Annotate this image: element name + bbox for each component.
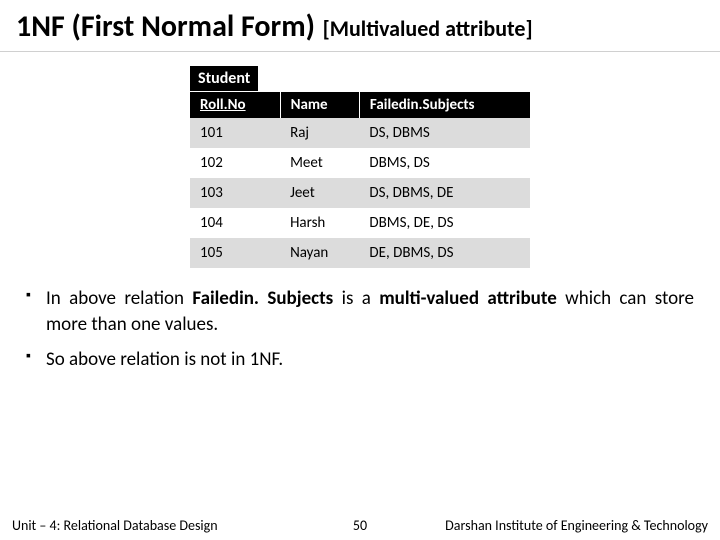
cell: 102 (190, 148, 280, 178)
student-table: Roll.No Name Failedin.Subjects 101 Raj D… (190, 92, 530, 268)
cell: Jeet (280, 178, 359, 208)
footer-page: 50 (353, 517, 367, 534)
bullet-1: In above relation Failedin. Subjects is … (26, 286, 694, 337)
cell: DS, DBMS, DE (359, 178, 530, 208)
text: In above relation (46, 287, 192, 310)
table-row: 105 Nayan DE, DBMS, DS (190, 238, 530, 268)
student-table-wrap: Student Roll.No Name Failedin.Subjects 1… (190, 66, 530, 268)
table-row: 103 Jeet DS, DBMS, DE (190, 178, 530, 208)
footer-unit: Unit – 4: Relational Database Design (12, 517, 218, 534)
table-row: 101 Raj DS, DBMS (190, 118, 530, 148)
table-row: 102 Meet DBMS, DS (190, 148, 530, 178)
cell: 103 (190, 178, 280, 208)
title-main: 1NF (First Normal Form) (16, 8, 315, 45)
cell: 104 (190, 208, 280, 238)
bullet-2: So above relation is not in 1NF. (26, 347, 694, 373)
cell: DBMS, DS (359, 148, 530, 178)
cell: 105 (190, 238, 280, 268)
cell: Harsh (280, 208, 359, 238)
bullet-list: In above relation Failedin. Subjects is … (26, 286, 694, 373)
table-row: 104 Harsh DBMS, DE, DS (190, 208, 530, 238)
footer: Unit – 4: Relational Database Design 50 … (0, 511, 720, 540)
footer-institute: Darshan Institute of Engineering & Techn… (445, 517, 708, 534)
col-name: Name (280, 92, 359, 118)
cell: Raj (280, 118, 359, 148)
col-rollno: Roll.No (190, 92, 280, 118)
cell: DE, DBMS, DS (359, 238, 530, 268)
cell: DS, DBMS (359, 118, 530, 148)
slide-title: 1NF (First Normal Form) [Multivalued att… (0, 0, 720, 52)
text-bold: multi-valued attribute (379, 287, 557, 310)
col-failedin: Failedin.Subjects (359, 92, 530, 118)
cell: 101 (190, 118, 280, 148)
cell: Meet (280, 148, 359, 178)
cell: Nayan (280, 238, 359, 268)
text: is a (333, 287, 379, 310)
table-label: Student (190, 66, 258, 92)
text-bold: Failedin. Subjects (192, 287, 333, 310)
cell: DBMS, DE, DS (359, 208, 530, 238)
title-sub: [Multivalued attribute] (323, 15, 533, 42)
table-header-row: Roll.No Name Failedin.Subjects (190, 92, 530, 118)
